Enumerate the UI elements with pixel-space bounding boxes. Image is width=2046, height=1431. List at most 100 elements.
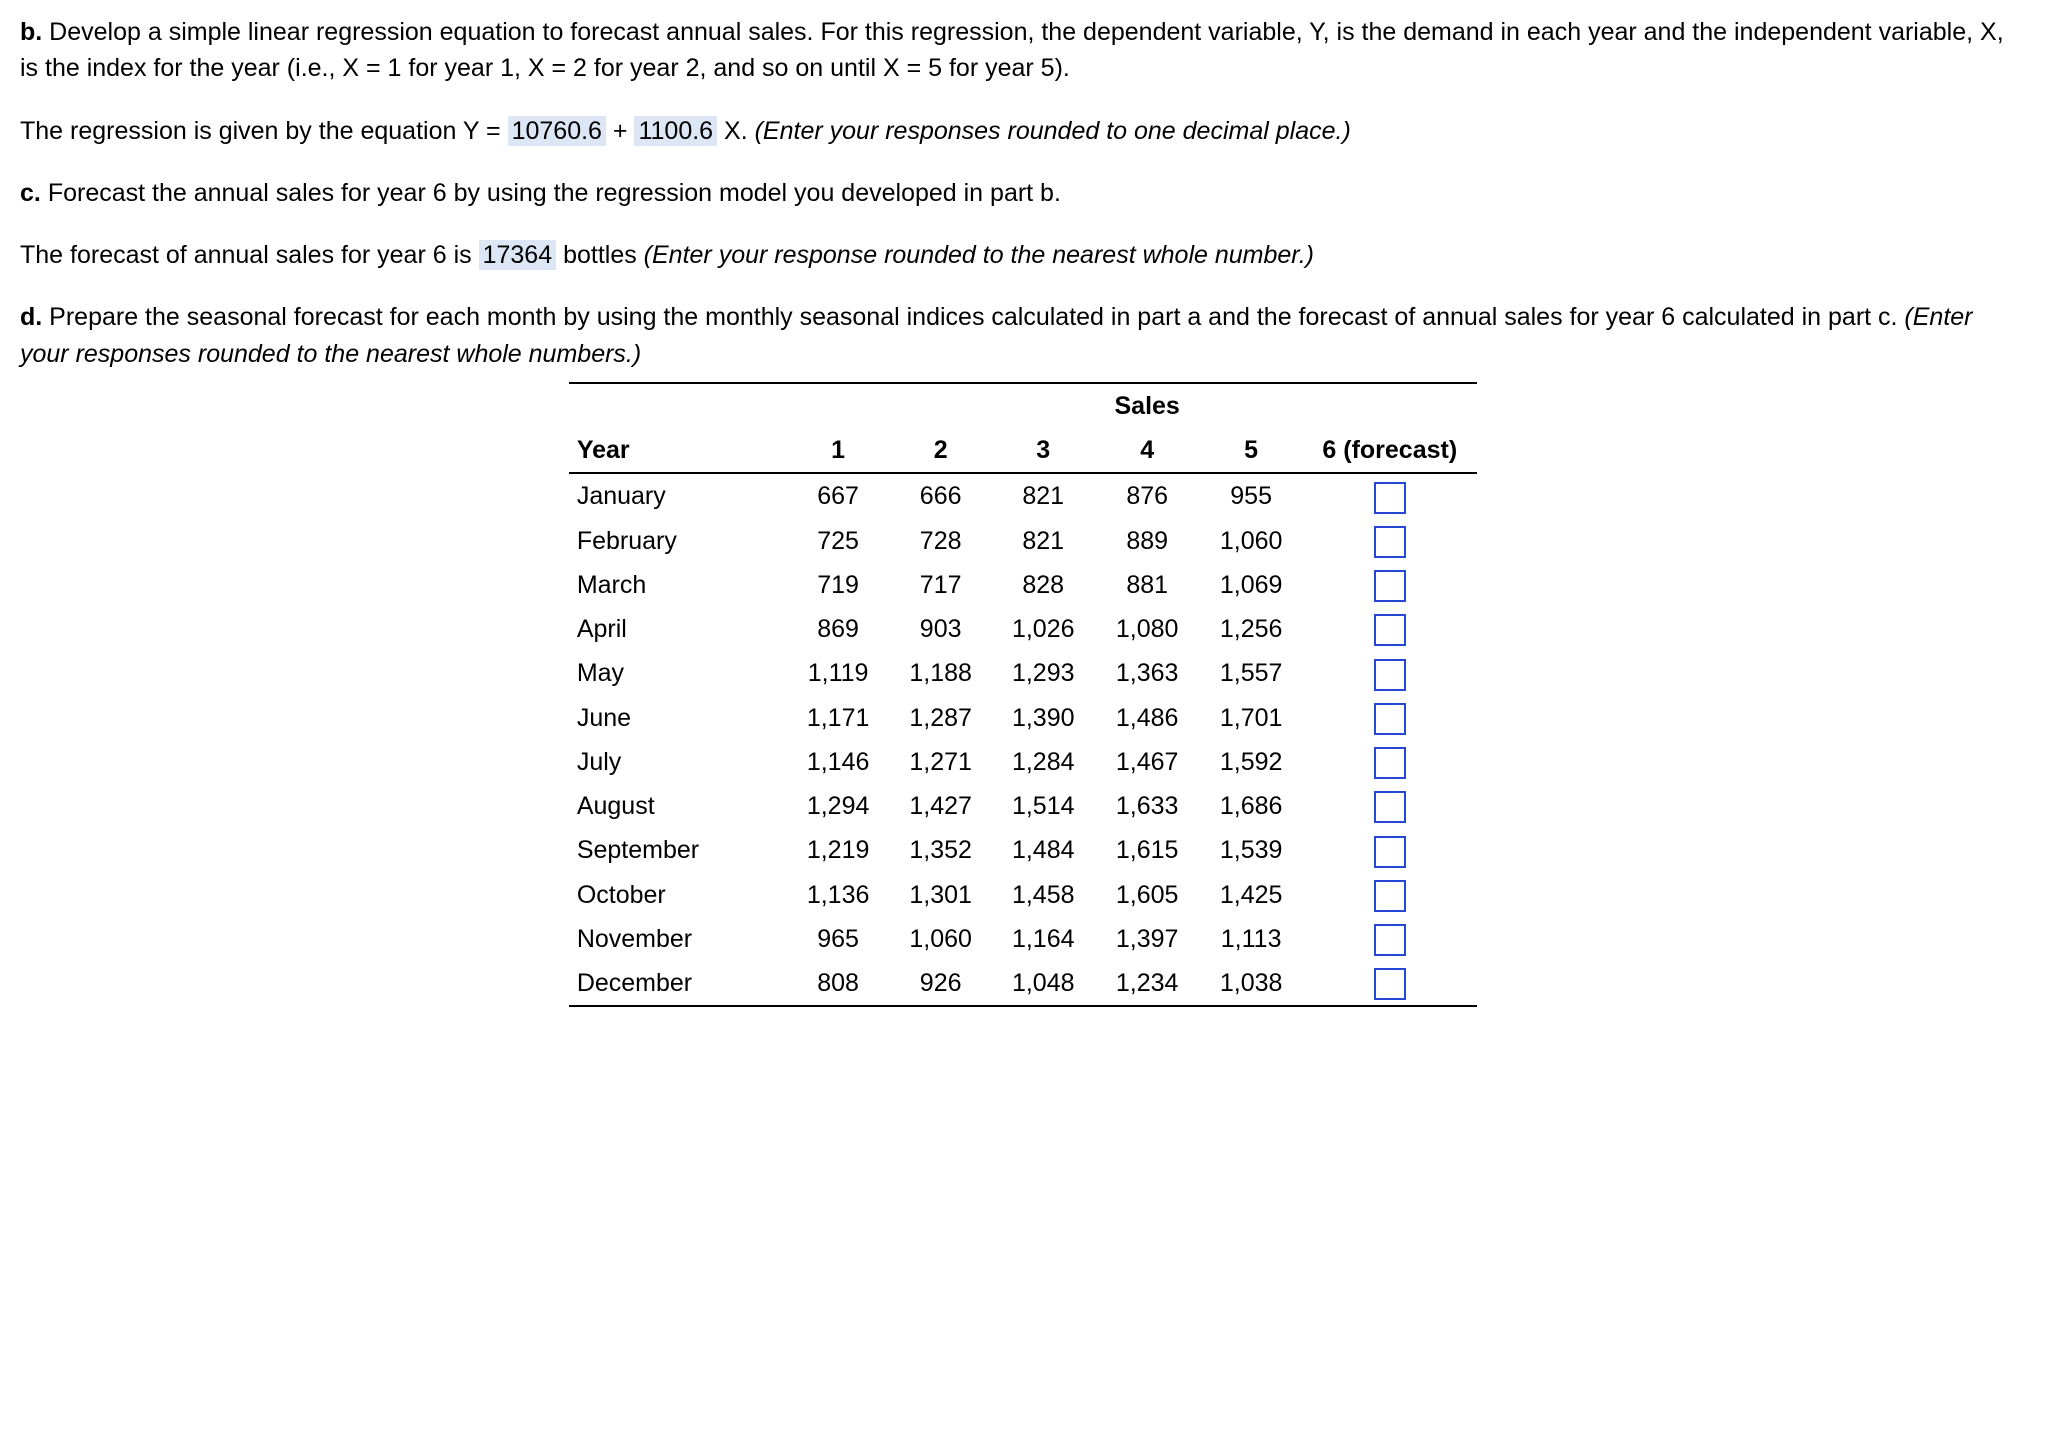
value-cell: 1,164 — [992, 917, 1095, 961]
value-cell: 1,458 — [992, 873, 1095, 917]
value-cell: 1,048 — [992, 961, 1095, 1006]
intercept-value: 10760.6 — [508, 116, 606, 146]
table-row: December8089261,0481,2341,038 — [569, 961, 1477, 1006]
month-cell: December — [569, 961, 787, 1006]
value-cell: 955 — [1200, 473, 1303, 518]
value-cell: 1,467 — [1095, 740, 1200, 784]
forecast-input[interactable] — [1374, 836, 1406, 868]
blank-header — [787, 383, 890, 428]
forecast-input-cell — [1302, 696, 1477, 740]
part-c-hint: (Enter your response rounded to the near… — [644, 241, 1314, 269]
forecast-input-cell — [1302, 473, 1477, 518]
table-row: October1,1361,3011,4581,6051,425 — [569, 873, 1477, 917]
forecast-input-cell — [1302, 651, 1477, 695]
blank-header — [992, 383, 1095, 428]
value-cell: 1,557 — [1200, 651, 1303, 695]
table-row: June1,1711,2871,3901,4861,701 — [569, 696, 1477, 740]
forecast-input[interactable] — [1374, 570, 1406, 602]
part-b-text: Develop a simple linear regression equat… — [20, 18, 2004, 82]
forecast-input[interactable] — [1374, 482, 1406, 514]
value-cell: 1,146 — [787, 740, 890, 784]
part-b-hint: (Enter your responses rounded to one dec… — [755, 117, 1351, 145]
value-cell: 666 — [889, 473, 992, 518]
year-header-3: 3 — [992, 428, 1095, 473]
part-c-text: Forecast the annual sales for year 6 by … — [48, 179, 1061, 207]
value-cell: 1,484 — [992, 828, 1095, 872]
value-cell: 1,425 — [1200, 873, 1303, 917]
forecast-input[interactable] — [1374, 968, 1406, 1000]
forecast-input[interactable] — [1374, 791, 1406, 823]
value-cell: 728 — [889, 519, 992, 563]
value-cell: 1,390 — [992, 696, 1095, 740]
forecast-prefix: The forecast of annual sales for year 6 … — [20, 241, 479, 269]
month-cell: September — [569, 828, 787, 872]
value-cell: 1,136 — [787, 873, 890, 917]
year-header-label: Year — [569, 428, 787, 473]
value-cell: 1,294 — [787, 784, 890, 828]
forecast-value: 17364 — [479, 240, 557, 270]
forecast-input[interactable] — [1374, 880, 1406, 912]
value-cell: 1,060 — [1200, 519, 1303, 563]
value-cell: 821 — [992, 473, 1095, 518]
value-cell: 881 — [1095, 563, 1200, 607]
forecast-input[interactable] — [1374, 924, 1406, 956]
value-cell: 821 — [992, 519, 1095, 563]
value-cell: 1,701 — [1200, 696, 1303, 740]
year-header-4: 4 — [1095, 428, 1200, 473]
forecast-input-cell — [1302, 563, 1477, 607]
value-cell: 876 — [1095, 473, 1200, 518]
forecast-input[interactable] — [1374, 614, 1406, 646]
forecast-suffix: bottles — [563, 241, 644, 269]
table-row: July1,1461,2711,2841,4671,592 — [569, 740, 1477, 784]
month-cell: November — [569, 917, 787, 961]
value-cell: 667 — [787, 473, 890, 518]
part-c-paragraph: c. Forecast the annual sales for year 6 … — [20, 175, 2026, 211]
value-cell: 1,539 — [1200, 828, 1303, 872]
value-cell: 1,271 — [889, 740, 992, 784]
forecast-input-cell — [1302, 519, 1477, 563]
slope-value: 1100.6 — [634, 116, 717, 146]
value-cell: 1,397 — [1095, 917, 1200, 961]
part-c-label: c. — [20, 179, 41, 207]
value-cell: 719 — [787, 563, 890, 607]
value-cell: 717 — [889, 563, 992, 607]
year-header-2: 2 — [889, 428, 992, 473]
forecast-input[interactable] — [1374, 526, 1406, 558]
forecast-input[interactable] — [1374, 659, 1406, 691]
value-cell: 965 — [787, 917, 890, 961]
forecast-input[interactable] — [1374, 747, 1406, 779]
value-cell: 903 — [889, 607, 992, 651]
table-row: August1,2941,4271,5141,6331,686 — [569, 784, 1477, 828]
value-cell: 869 — [787, 607, 890, 651]
sales-header-label: Sales — [1095, 383, 1200, 428]
table-row: September1,2191,3521,4841,6151,539 — [569, 828, 1477, 872]
value-cell: 1,592 — [1200, 740, 1303, 784]
forecast-input-cell — [1302, 740, 1477, 784]
value-cell: 1,219 — [787, 828, 890, 872]
table-row: January667666821876955 — [569, 473, 1477, 518]
forecast-input[interactable] — [1374, 703, 1406, 735]
value-cell: 1,427 — [889, 784, 992, 828]
value-cell: 1,514 — [992, 784, 1095, 828]
value-cell: 1,686 — [1200, 784, 1303, 828]
x-text: X. — [724, 117, 755, 145]
month-cell: January — [569, 473, 787, 518]
value-cell: 1,188 — [889, 651, 992, 695]
value-cell: 1,069 — [1200, 563, 1303, 607]
value-cell: 1,352 — [889, 828, 992, 872]
table-row: May1,1191,1881,2931,3631,557 — [569, 651, 1477, 695]
value-cell: 1,113 — [1200, 917, 1303, 961]
value-cell: 1,171 — [787, 696, 890, 740]
table-row: November9651,0601,1641,3971,113 — [569, 917, 1477, 961]
part-b-label: b. — [20, 18, 42, 46]
year-header-6: 6 (forecast) — [1302, 428, 1477, 473]
value-cell: 1,256 — [1200, 607, 1303, 651]
value-cell: 1,060 — [889, 917, 992, 961]
table-row: February7257288218891,060 — [569, 519, 1477, 563]
part-c-forecast-paragraph: The forecast of annual sales for year 6 … — [20, 237, 2026, 273]
value-cell: 1,287 — [889, 696, 992, 740]
value-cell: 1,234 — [1095, 961, 1200, 1006]
month-cell: February — [569, 519, 787, 563]
part-b-equation-paragraph: The regression is given by the equation … — [20, 113, 2026, 149]
value-cell: 889 — [1095, 519, 1200, 563]
